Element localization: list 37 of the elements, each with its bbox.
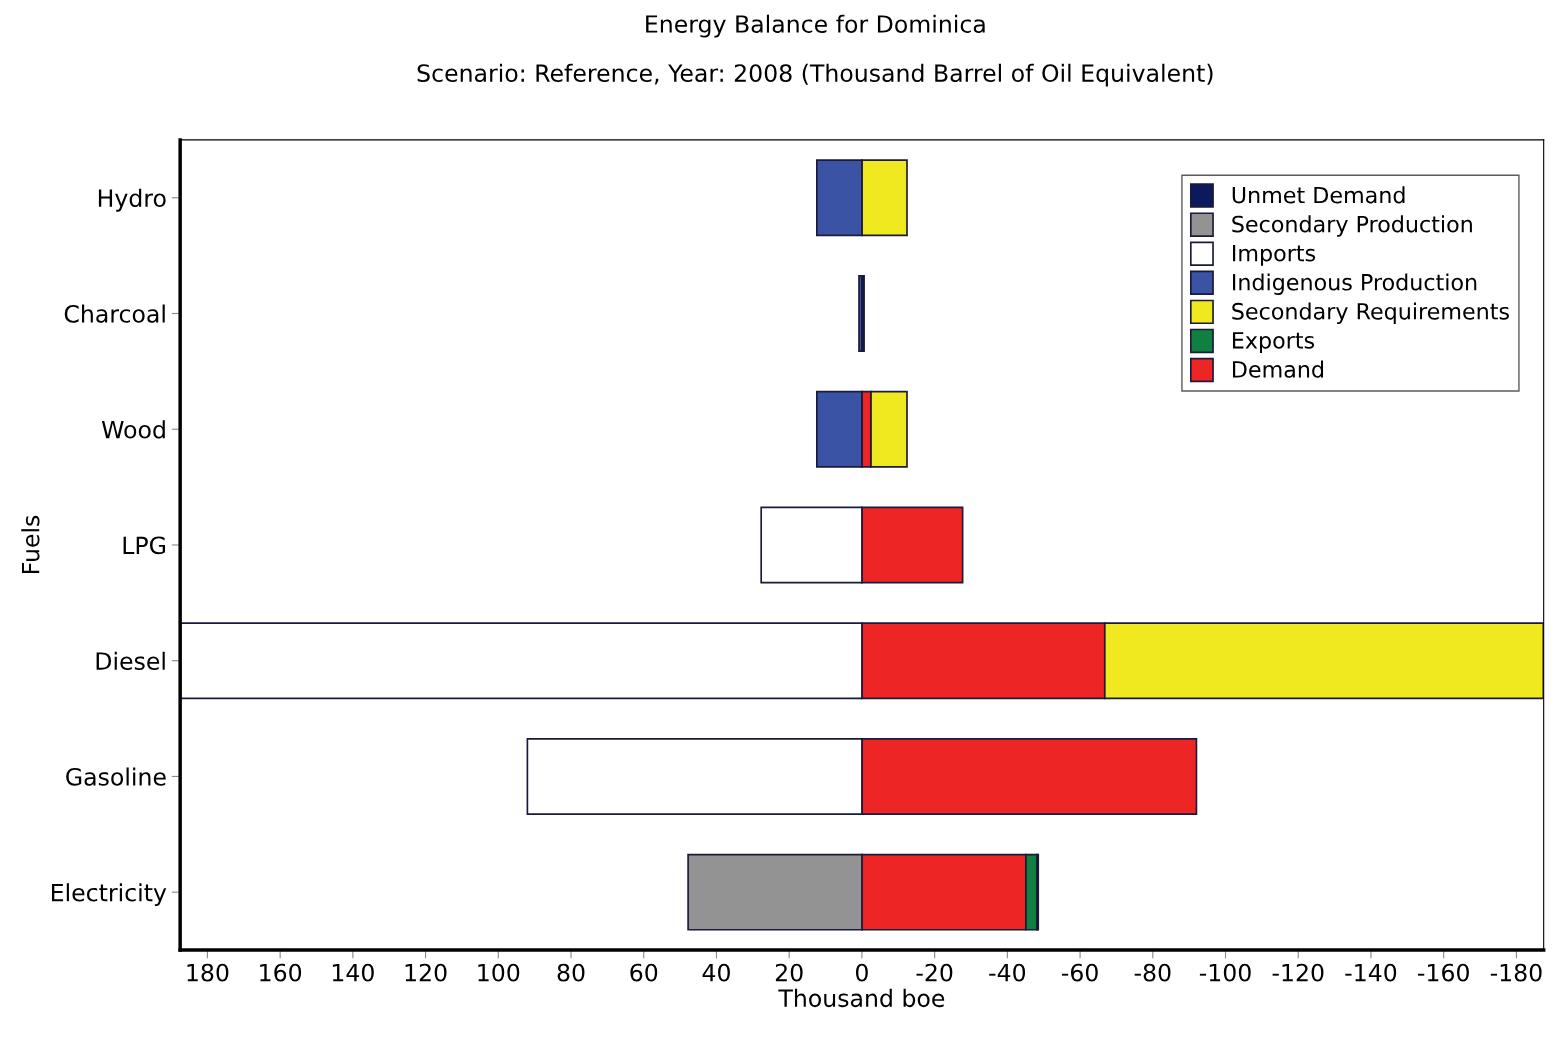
x-tick-label: -180 [1490, 963, 1542, 982]
legend-label: Demand [1232, 360, 1324, 378]
x-tick-label: -60 [1061, 963, 1098, 982]
legend-label: Unmet Demand [1232, 186, 1405, 204]
y-tick-label: LPG [123, 536, 166, 555]
x-tick-label: 140 [332, 963, 374, 982]
x-tick-label: 160 [260, 963, 302, 982]
y-tick-label: Charcoal [64, 304, 165, 323]
legend-label: Secondary Production [1232, 215, 1472, 237]
x-axis-title: Thousand boe [778, 988, 945, 1008]
x-tick-label: 60 [630, 963, 658, 982]
x-tick-label: 0 [855, 963, 868, 982]
x-tick-label: 180 [187, 963, 229, 982]
legend-label: Secondary Requirements [1232, 302, 1509, 324]
legend-label: Imports [1232, 245, 1316, 266]
y-tick-label: Electricity [51, 883, 167, 907]
y-axis-title: Fuels [21, 515, 40, 573]
x-tick-label: 80 [557, 963, 585, 982]
x-tick-label: -120 [1272, 963, 1324, 982]
x-tick-label: 20 [775, 963, 803, 982]
chart-subtitle: Scenario: Reference, Year: 2008 (Thousand Barrel of Oil Equivalent) [417, 63, 1213, 87]
x-tick-label: -40 [989, 963, 1026, 982]
x-tick-label: 40 [702, 963, 730, 982]
x-tick-label: -140 [1345, 963, 1397, 982]
y-tick-label: Gasoline [66, 767, 166, 786]
y-tick-label: Hydro [98, 188, 166, 212]
x-tick-label: -80 [1134, 963, 1171, 982]
x-tick-label: 120 [405, 963, 447, 982]
x-tick-label: 100 [478, 963, 520, 982]
chart-title: Energy Balance for Dominica [646, 14, 985, 38]
legend-label: Indigenous Production [1232, 273, 1477, 295]
y-tick-label: Wood [101, 420, 165, 439]
x-tick-label: -100 [1199, 963, 1251, 982]
y-tick-label: Diesel [96, 651, 165, 671]
x-tick-label: -20 [916, 963, 953, 982]
legend-label: Exports [1232, 332, 1315, 354]
x-tick-label: -160 [1418, 963, 1469, 982]
